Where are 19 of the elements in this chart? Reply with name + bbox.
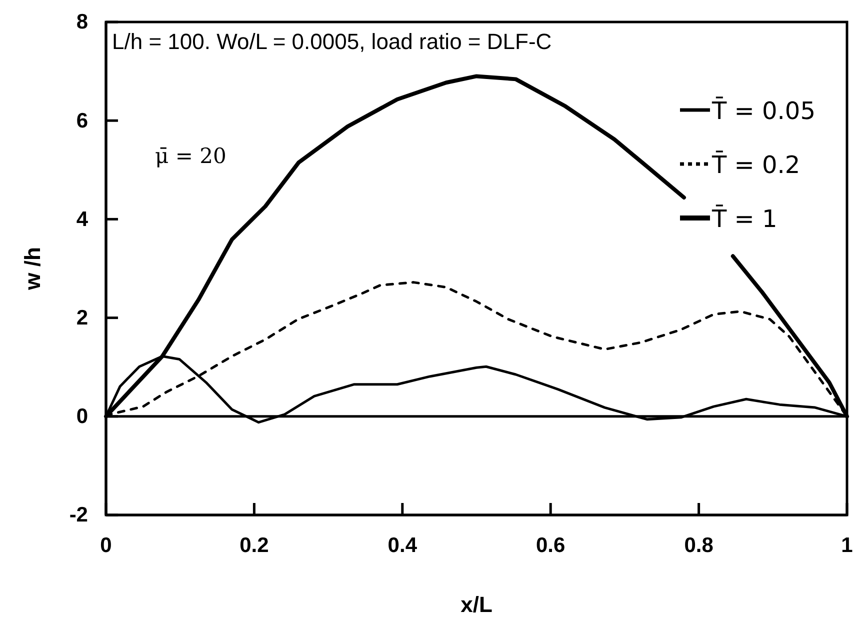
y-tick-label: 6 (76, 109, 88, 132)
x-tick-label: 0.4 (388, 534, 418, 557)
x-tick-label: 0.6 (536, 534, 566, 557)
x-tick-label: 1 (841, 534, 854, 557)
y-axis-title: w /h (20, 247, 45, 291)
legend-label: T̄ = 0.2 (711, 150, 800, 179)
legend-label: T̄ = 1 (711, 204, 778, 233)
y-tick-label: 2 (76, 306, 88, 330)
x-tick-label: 0.8 (684, 534, 714, 557)
x-tick-label: 0.2 (240, 534, 269, 557)
y-tick-label: 4 (76, 208, 88, 231)
y-tick-label: 8 (76, 10, 88, 34)
annotation: μ̄ = 20 (155, 144, 226, 168)
x-tick-label: 0 (100, 534, 112, 557)
legend-label: T̄ = 0.05 (711, 96, 816, 125)
y-tick-label: 0 (76, 405, 88, 428)
y-tick-label: -2 (69, 504, 88, 527)
chart-title: L/h = 100. Wo/L = 0.0005, load ratio = DLF-C (112, 29, 552, 54)
x-axis-title: x/L (460, 592, 492, 617)
